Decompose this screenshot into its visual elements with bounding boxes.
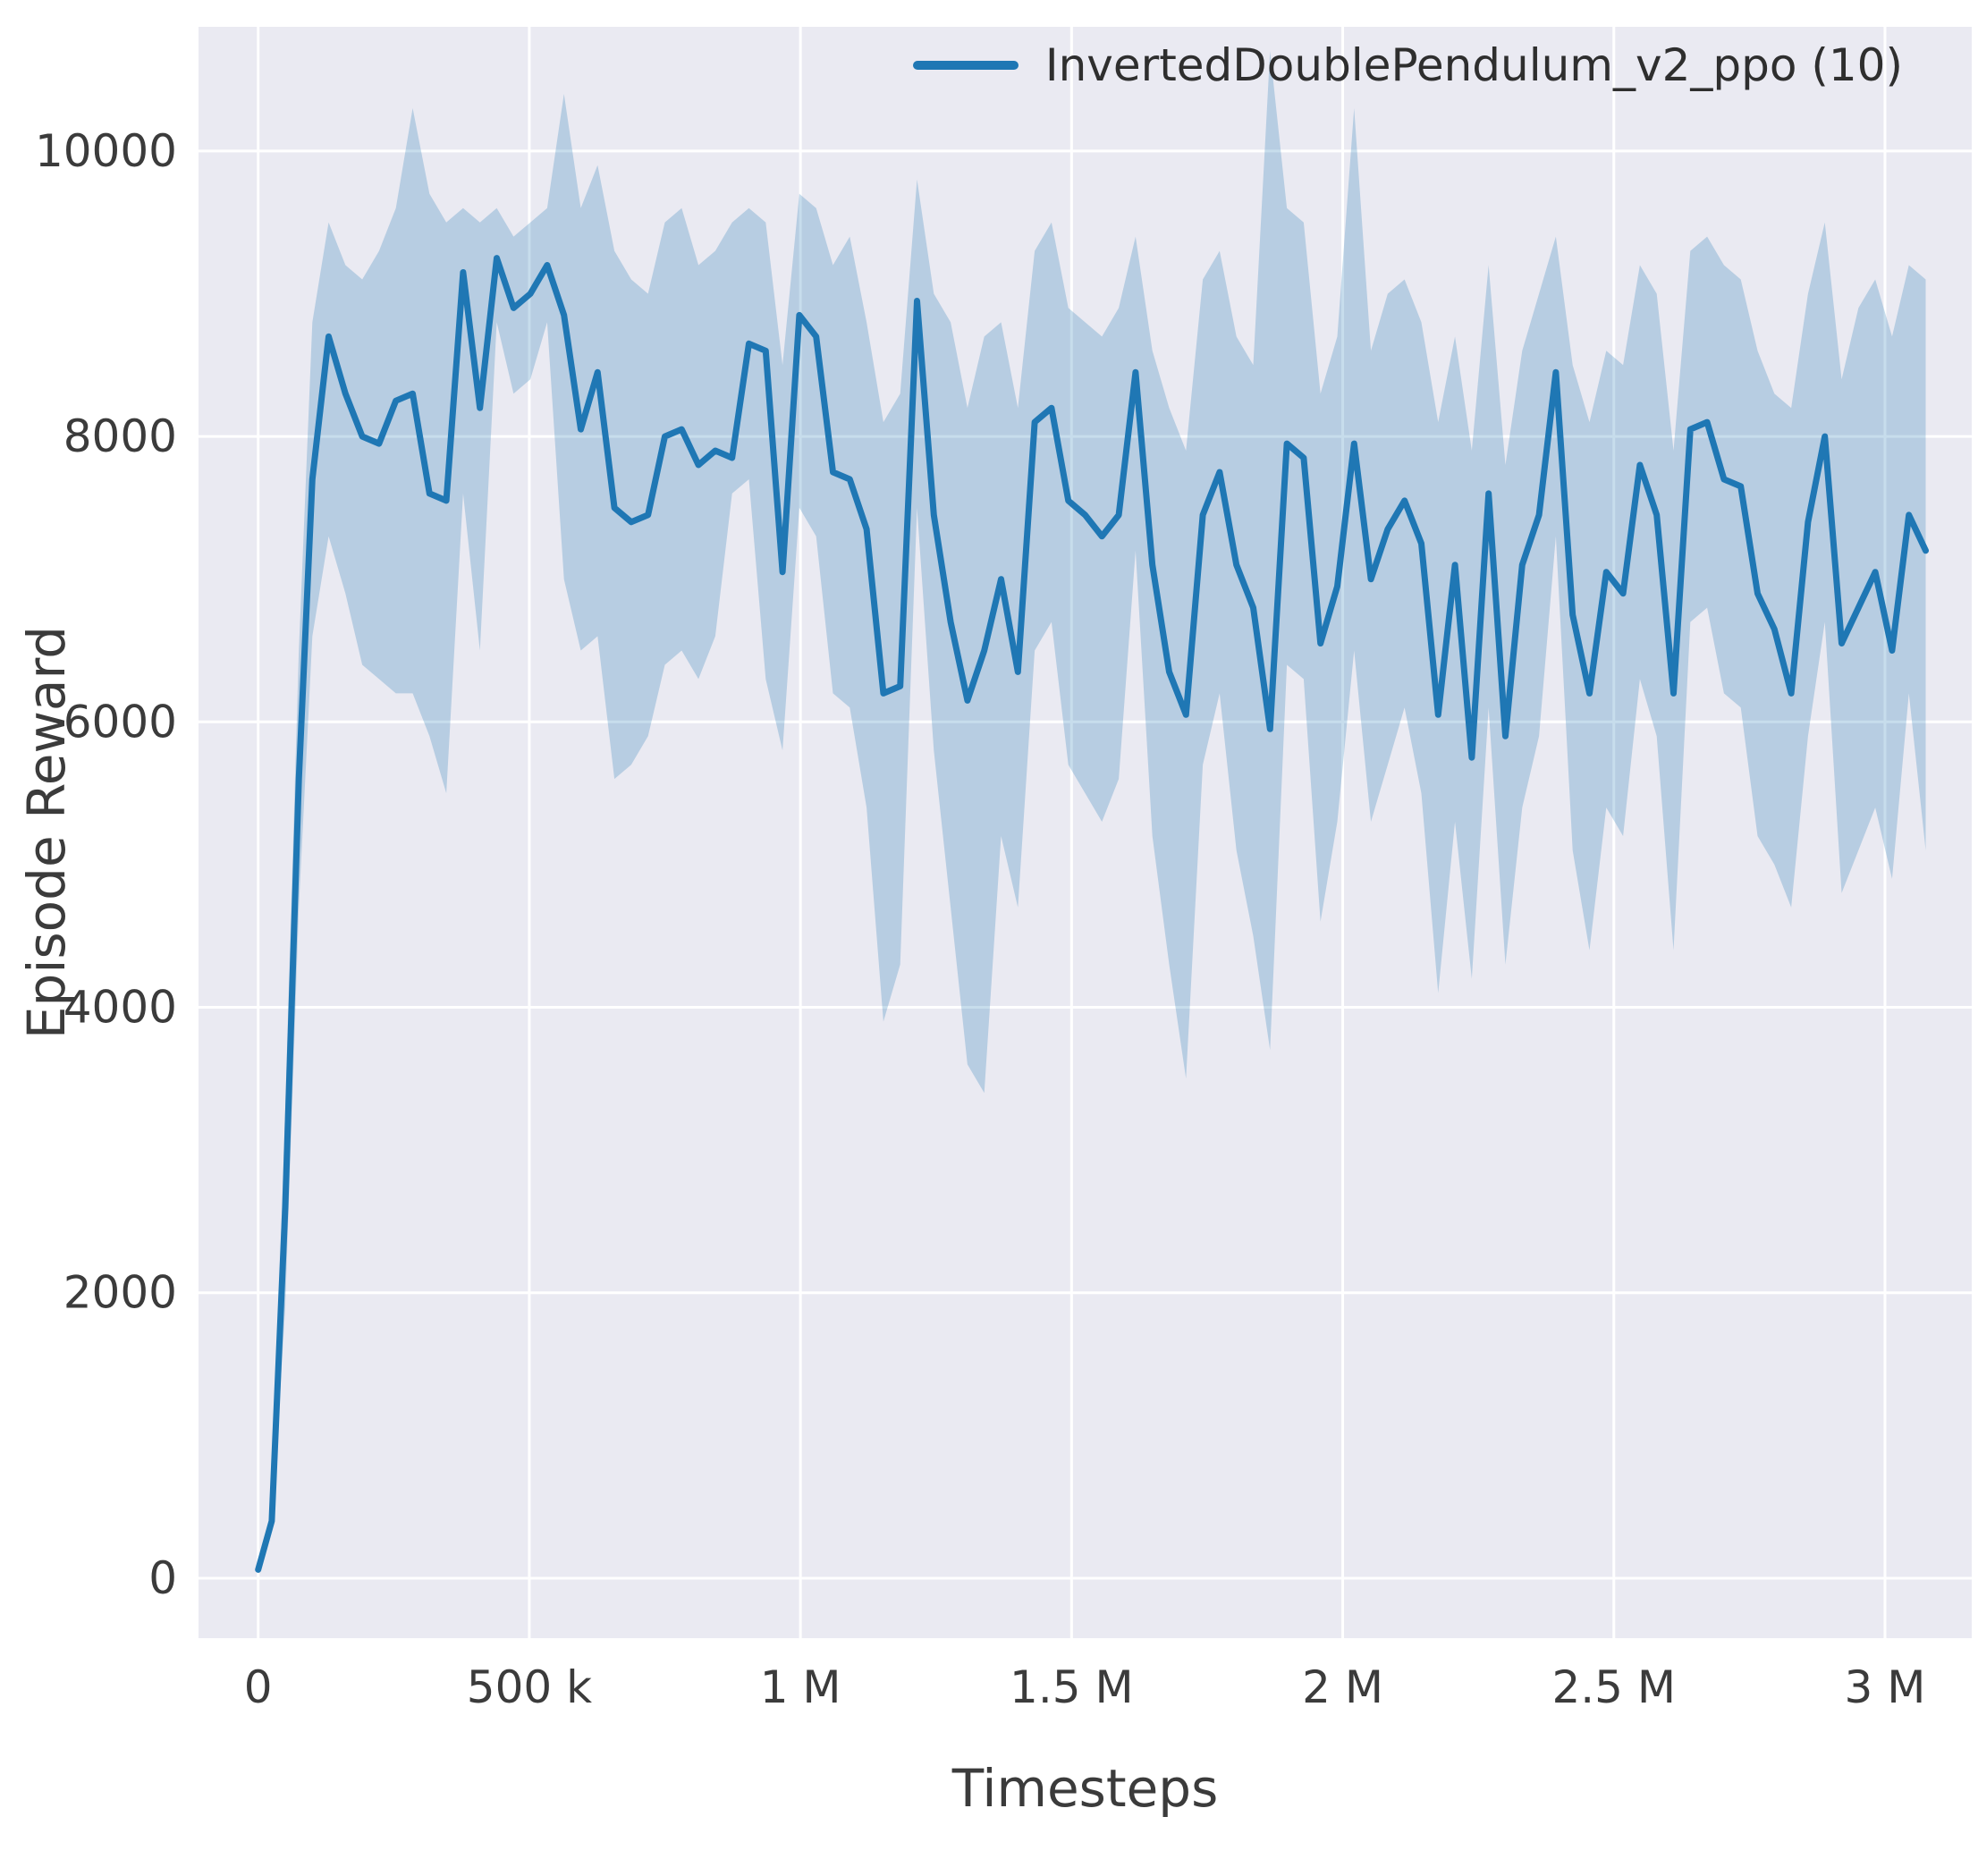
x-tick-label: 0 — [244, 1661, 273, 1713]
y-axis-label: Episode Reward — [16, 625, 77, 1040]
y-tick-label: 6000 — [63, 696, 177, 748]
y-tick-label: 2000 — [63, 1267, 177, 1319]
x-tick-label: 3 M — [1845, 1661, 1926, 1713]
y-tick-label: 8000 — [63, 410, 177, 462]
y-tick-label: 4000 — [63, 982, 177, 1034]
legend-label: InvertedDoublePendulum_v2_ppo (10) — [1044, 39, 1903, 91]
x-tick-label: 2.5 M — [1551, 1661, 1676, 1713]
legend-line-swatch — [912, 61, 1019, 70]
x-tick-label: 2 M — [1302, 1661, 1383, 1713]
y-tick-label: 10000 — [35, 125, 177, 177]
legend: InvertedDoublePendulum_v2_ppo (10) — [912, 39, 1903, 91]
series-line — [255, 255, 1929, 1573]
x-tick-label: 1 M — [760, 1661, 841, 1713]
x-axis-label: Timesteps — [951, 1758, 1219, 1819]
x-tick-label: 1.5 M — [1010, 1661, 1134, 1713]
y-tick-label: 0 — [148, 1552, 177, 1604]
x-tick-label: 500 k — [467, 1661, 592, 1713]
series-group — [255, 51, 1929, 1573]
grid — [199, 27, 1972, 1638]
